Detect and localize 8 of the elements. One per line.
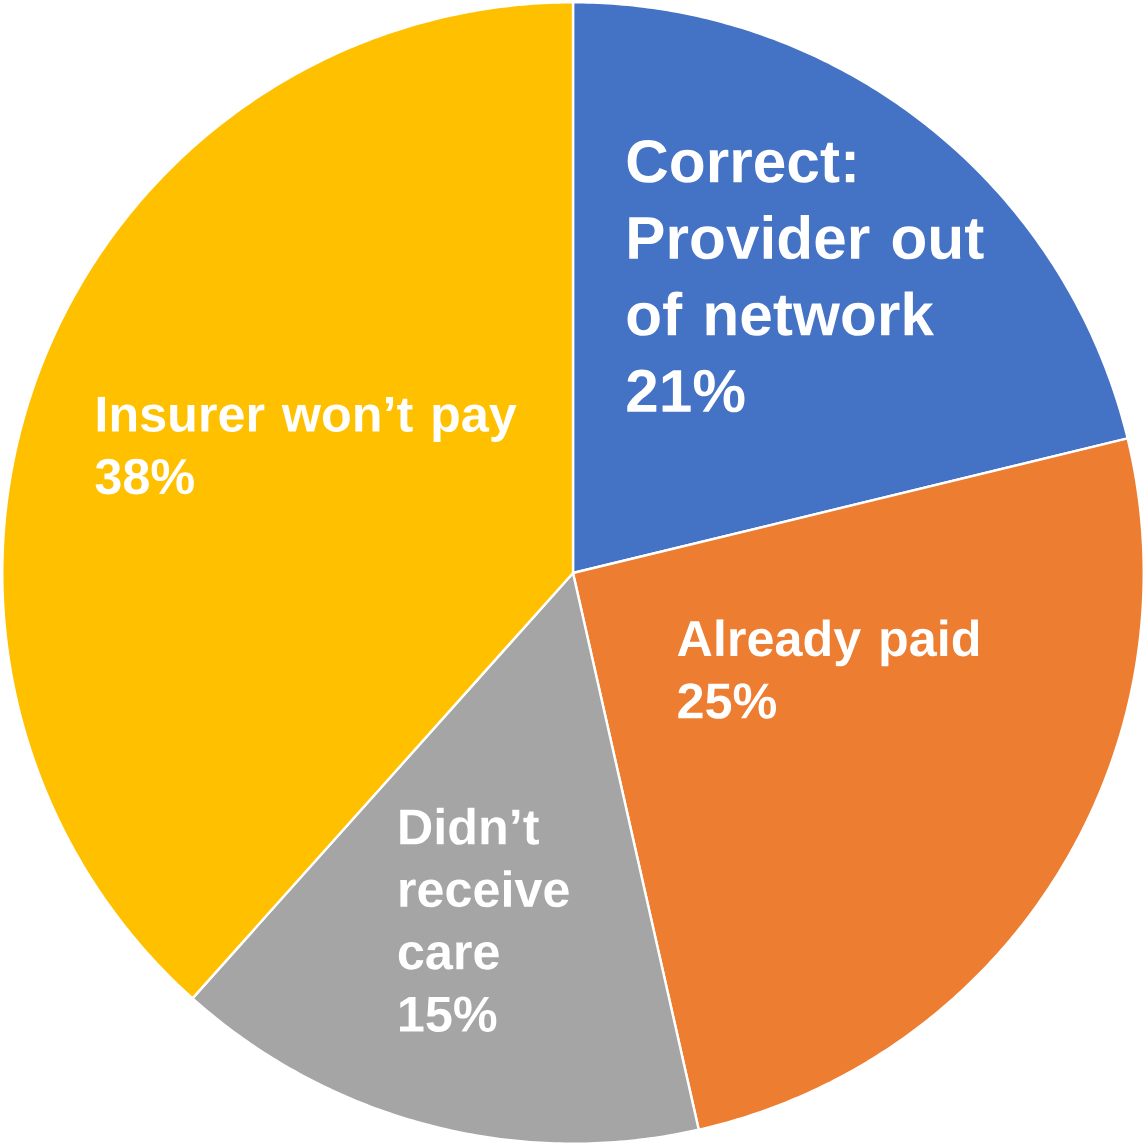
data-label: 38% [95,458,194,495]
data-label: 21% [627,369,745,413]
slice-label: Already paid [677,619,979,667]
slice-label: Insurer won’t pay [97,396,517,442]
slice-label: Didn’t receive care [398,807,569,970]
slice-label: Correct: Provider out of network [627,140,984,336]
data-label: 25% [678,683,776,719]
data-label: 15% [400,996,497,1033]
